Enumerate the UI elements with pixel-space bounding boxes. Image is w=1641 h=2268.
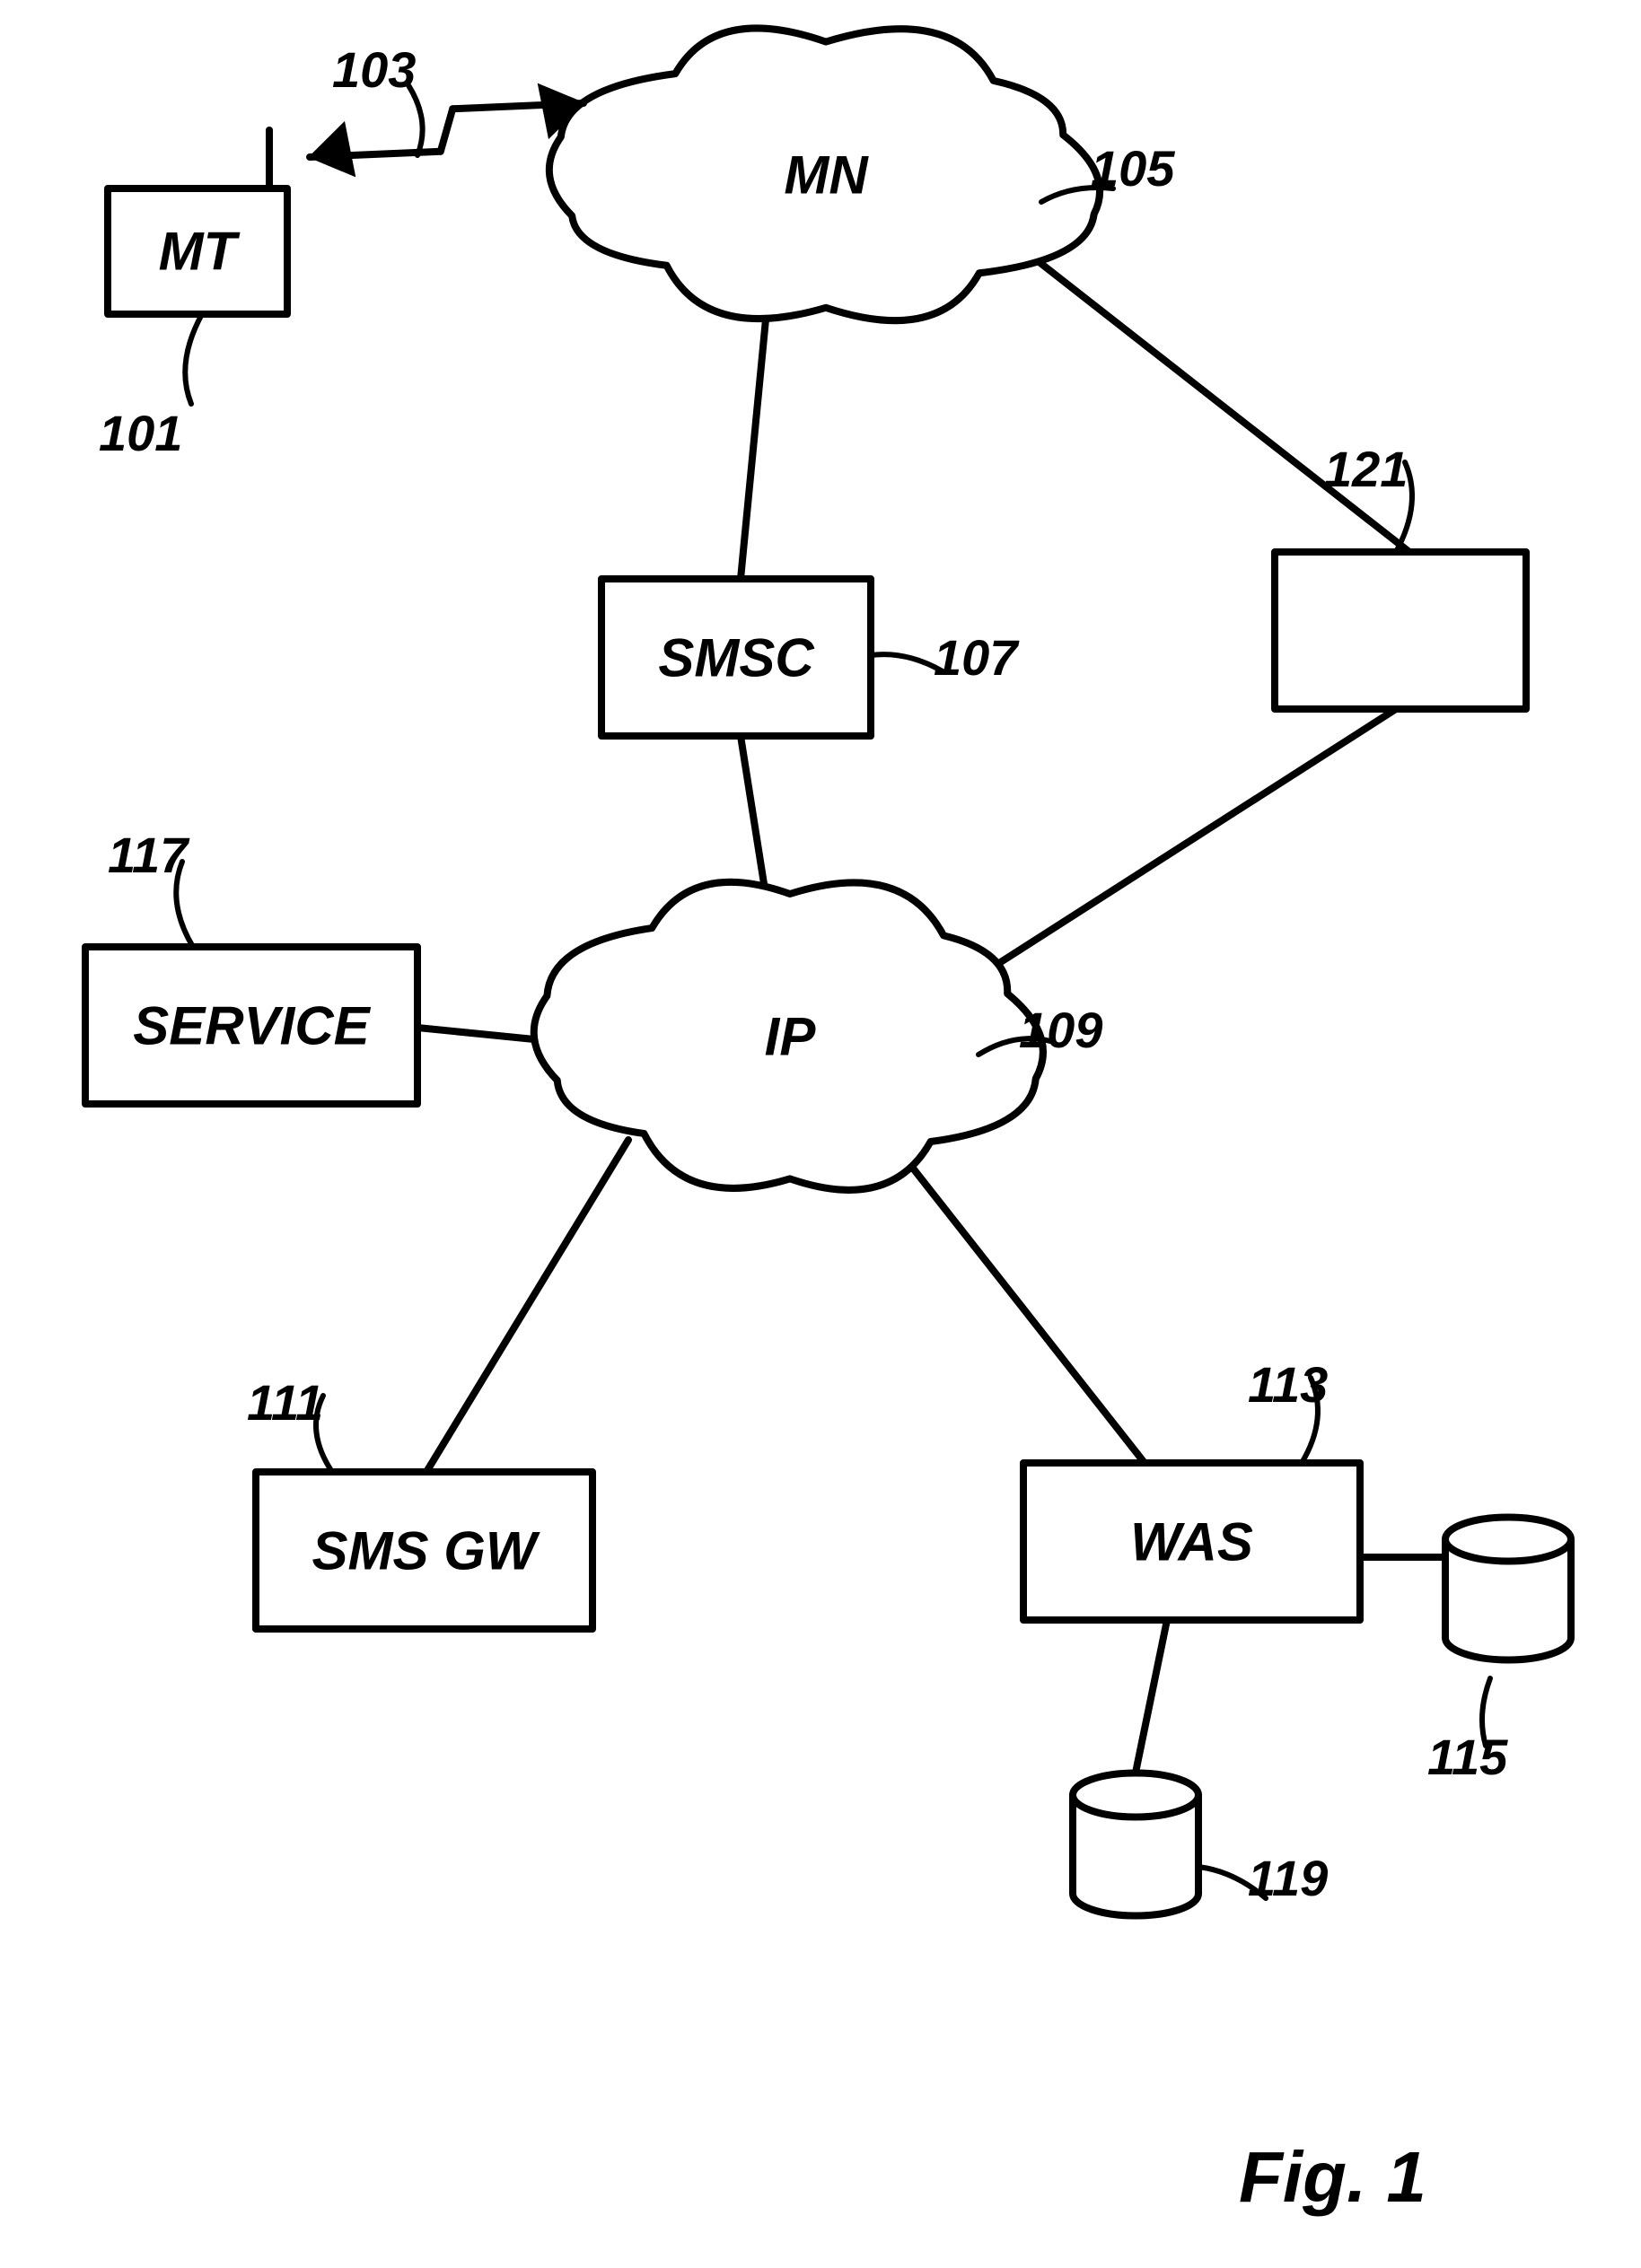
ref-107: 107 — [934, 628, 1017, 687]
label-mn: MN — [784, 144, 867, 206]
ref-117: 117 — [108, 826, 188, 884]
label-service: SERVICE — [133, 994, 369, 1056]
label-was: WAS — [1130, 1511, 1253, 1572]
label-ip: IP — [765, 1006, 816, 1068]
ref-113: 113 — [1248, 1355, 1328, 1414]
label-mt: MT — [159, 221, 237, 283]
ref-115: 115 — [1427, 1728, 1507, 1786]
ref-119: 119 — [1248, 1849, 1328, 1907]
label-smsc: SMSC — [658, 626, 813, 688]
label-smsgw: SMS GW — [312, 1519, 537, 1581]
ref-101: 101 — [99, 404, 182, 462]
diagram-svg — [0, 0, 1641, 2268]
diagram-stage: MT MN SMSC SERVICE IP SMS GW WAS 101 103… — [0, 0, 1641, 2268]
ref-109: 109 — [1019, 1001, 1102, 1059]
ref-105: 105 — [1091, 139, 1174, 197]
figure-caption: Fig. 1 — [1239, 2136, 1426, 2219]
ref-121: 121 — [1324, 440, 1408, 498]
ref-103: 103 — [332, 40, 416, 99]
ref-111: 111 — [247, 1373, 323, 1432]
